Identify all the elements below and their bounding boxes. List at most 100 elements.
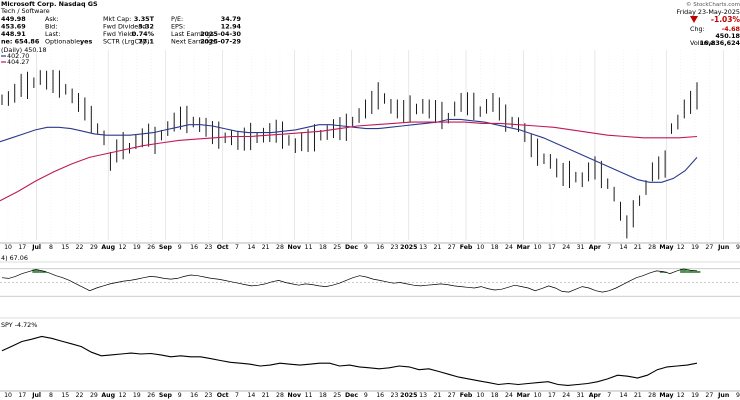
x-tick-label: 18 <box>491 244 499 251</box>
x-tick-label: 8 <box>49 244 53 251</box>
x-tick-label: 24 <box>562 244 570 251</box>
rsi-overbought-fill <box>39 270 46 273</box>
watermark: © StockCharts.com <box>686 1 740 8</box>
stat-value: 77.1 <box>138 38 154 46</box>
stat-label: SCTR (LrgCap): <box>103 38 152 46</box>
x-tick-label-bottom: 9 <box>364 392 368 399</box>
x-tick-label: 27 <box>705 244 713 251</box>
x-tick-label: Apr <box>589 244 602 251</box>
x-tick-label: 21 <box>433 244 441 251</box>
x-tick-label-bottom: 2025 <box>400 392 417 399</box>
x-tick-label: Sep <box>159 244 173 251</box>
x-tick-label-bottom: 8 <box>49 392 53 399</box>
x-tick-label-bottom: 19 <box>133 392 141 399</box>
x-tick-label: 29 <box>90 244 98 251</box>
x-tick-label-bottom: 7 <box>235 392 239 399</box>
x-tick-label: 7 <box>607 244 611 251</box>
x-tick-label: 24 <box>505 244 513 251</box>
x-tick-label-bottom: 12 <box>677 392 685 399</box>
x-tick-label-bottom: Mar <box>517 392 531 399</box>
down-arrow-icon <box>690 16 698 23</box>
legend-rsi: 4) 67.06 <box>1 254 28 262</box>
chart-title: Microsoft Corp. Nasdaq GS <box>1 0 98 8</box>
ma50-line <box>0 118 698 183</box>
x-tick-label-bottom: Dec <box>345 392 358 399</box>
quote-value: 449.98 <box>1 15 26 23</box>
x-tick-label: Feb <box>460 244 473 251</box>
x-tick-label-bottom: 11 <box>305 392 313 399</box>
x-tick-label-bottom: 28 <box>648 392 656 399</box>
x-tick-label-bottom: 7 <box>607 392 611 399</box>
stat-value: 0.74% <box>132 30 155 38</box>
x-tick-label: 10 <box>4 244 12 251</box>
x-tick-label-bottom: Apr <box>589 392 602 399</box>
x-tick-label: 14 <box>247 244 255 251</box>
x-tick-label: 23 <box>391 244 399 251</box>
chg-label: Chg: <box>690 25 705 33</box>
quote-value: 448.91 <box>1 30 26 38</box>
x-tick-label: Oct <box>217 244 229 251</box>
x-tick-label-bottom: 14 <box>620 392 628 399</box>
x-tick-label-bottom: 14 <box>247 392 255 399</box>
x-tick-label: 28 <box>276 244 284 251</box>
x-tick-label: 19 <box>691 244 699 251</box>
x-tick-label: 11 <box>305 244 313 251</box>
quote-value: 453.69 <box>1 23 26 31</box>
stat-label: Next Earnings: <box>171 38 218 46</box>
x-tick-label-bottom: 9 <box>736 392 740 399</box>
rsi-overbought-fill <box>32 269 40 273</box>
x-tick-label: 21 <box>262 244 270 251</box>
stat-value: 34.79 <box>221 15 242 23</box>
x-tick-label-bottom: 21 <box>262 392 270 399</box>
x-tick-label: 18 <box>319 244 327 251</box>
x-tick-label: 21 <box>634 244 642 251</box>
x-tick-label: 25 <box>333 244 341 251</box>
x-tick-label-bottom: 19 <box>691 392 699 399</box>
x-tick-label-bottom: 9 <box>178 392 182 399</box>
stat-label: Last Earnings: <box>171 30 216 38</box>
stat-label: Mkt Cap: <box>103 15 131 23</box>
x-tick-label: Nov <box>288 244 301 251</box>
x-tick-label: 12 <box>677 244 685 251</box>
stats-right: P/E: 34.79 EPS: 12.94 Last Earnings:2025-04-… <box>171 15 242 46</box>
rsi-panel <box>0 261 740 297</box>
quote-label: Bid: <box>45 23 57 31</box>
legend-ma200: 404.27 <box>7 58 29 66</box>
x-tick-label-bottom: 15 <box>61 392 69 399</box>
x-tick-label: 19 <box>133 244 141 251</box>
x-tick-label-bottom: 21 <box>433 392 441 399</box>
x-tick-label-bottom: 28 <box>276 392 284 399</box>
stat-label: EPS: <box>171 23 185 31</box>
x-tick-label-bottom: 12 <box>119 392 127 399</box>
x-tick-label-bottom: 16 <box>190 392 198 399</box>
x-tick-label-bottom: 16 <box>376 392 384 399</box>
stat-label: Fwd Yield: <box>103 30 135 38</box>
x-tick-label-bottom: 26 <box>147 392 155 399</box>
x-tick-label: Jul <box>31 244 41 251</box>
x-tick-label: 17 <box>548 244 556 251</box>
x-tick-label-bottom: Sep <box>159 392 173 399</box>
ma200-line <box>0 121 698 202</box>
rsi-overbought-fill <box>659 271 667 273</box>
stat-value: 12.94 <box>221 23 242 31</box>
x-tick-label: 10 <box>476 244 484 251</box>
x-tick-label: 27 <box>448 244 456 251</box>
x-tick-label-bottom: May <box>659 392 673 399</box>
rsi-overbought-fill <box>686 270 694 273</box>
x-tick-label: 17 <box>18 244 26 251</box>
x-tick-label: 7 <box>235 244 239 251</box>
x-tick-label: 26 <box>147 244 155 251</box>
x-tick-label-bottom: 24 <box>562 392 570 399</box>
price-panel <box>0 50 739 240</box>
x-tick-label-bottom: 22 <box>76 392 84 399</box>
x-tick-label: 14 <box>620 244 628 251</box>
x-tick-label: Aug <box>101 244 115 251</box>
last-price: 450.18 <box>715 32 740 40</box>
stat-label: Fwd Dividend: <box>103 23 149 31</box>
x-tick-label: Mar <box>517 244 531 251</box>
x-tick-label: 31 <box>577 244 585 251</box>
legend-ma50: 402.70 <box>7 52 29 60</box>
x-tick-label: 2025 <box>400 244 417 251</box>
stat-label: P/E: <box>171 15 183 23</box>
